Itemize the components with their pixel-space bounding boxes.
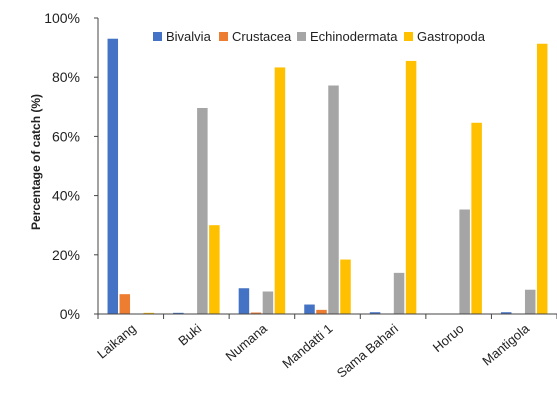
legend-swatch-echinodermata <box>297 32 306 41</box>
bars <box>107 38 548 315</box>
bar-gastropoda-mantigola <box>536 43 548 314</box>
y-tick-label: 0% <box>60 306 80 322</box>
x-category-label: Mantigola <box>479 320 532 368</box>
bar-crustacea-laikang <box>119 294 131 314</box>
bar-bivalvia-mandatti-1 <box>304 304 315 314</box>
y-tick-label: 80% <box>52 69 80 85</box>
y-tick-label: 60% <box>52 128 80 144</box>
legend-label-echinodermata: Echinodermata <box>310 29 398 44</box>
legend-swatch-crustacea <box>219 32 228 41</box>
x-category-label: Buki <box>175 321 204 349</box>
bar-crustacea-numana <box>250 312 262 314</box>
bar-echinodermata-numana <box>262 291 274 314</box>
y-axis-title: Percentage of catch (%) <box>29 94 43 230</box>
bar-gastropoda-laikang <box>143 312 155 314</box>
bar-gastropoda-numana <box>274 67 286 315</box>
bar-echinodermata-mantigola <box>524 289 536 314</box>
x-category-label: Mandatti 1 <box>279 321 335 372</box>
bar-echinodermata-horuo <box>459 209 470 314</box>
y-tick-label: 100% <box>44 10 80 26</box>
x-category-label: Laikang <box>94 321 139 362</box>
bar-echinodermata-sama-bahari <box>393 272 405 314</box>
bar-gastropoda-horuo <box>471 122 482 314</box>
bar-gastropoda-mandatti-1 <box>340 259 351 314</box>
bar-bivalvia-numana <box>238 288 250 314</box>
legend-label-gastropoda: Gastropoda <box>417 29 486 44</box>
bar-echinodermata-buki <box>197 107 208 314</box>
legend: Bivalvia Crustacea Echinodermata Gastropoda <box>153 29 486 44</box>
bar-crustacea-mandatti-1 <box>316 309 327 314</box>
bar-bivalvia-buki <box>173 312 184 314</box>
x-category-label: Numana <box>223 320 271 364</box>
legend-label-crustacea: Crustacea <box>232 29 292 44</box>
axes <box>94 17 557 319</box>
x-category-label: Sama Bahari <box>334 321 401 381</box>
legend-swatch-gastropoda <box>404 32 413 41</box>
y-tick-label: 40% <box>52 188 80 204</box>
legend-label-bivalvia: Bivalvia <box>166 29 212 44</box>
x-category-label: Horuo <box>430 321 467 355</box>
bar-gastropoda-buki <box>209 225 220 314</box>
bar-bivalvia-sama-bahari <box>369 312 381 314</box>
y-axis-ticks: 0% 20% 40% 60% 80% 100% <box>44 10 80 322</box>
bar-echinodermata-mandatti-1 <box>328 85 339 315</box>
bar-bivalvia-laikang <box>107 38 119 314</box>
bar-bivalvia-mantigola <box>500 312 512 314</box>
bar-gastropoda-sama-bahari <box>405 60 417 314</box>
y-tick-label: 20% <box>52 247 80 263</box>
legend-swatch-bivalvia <box>153 32 162 41</box>
